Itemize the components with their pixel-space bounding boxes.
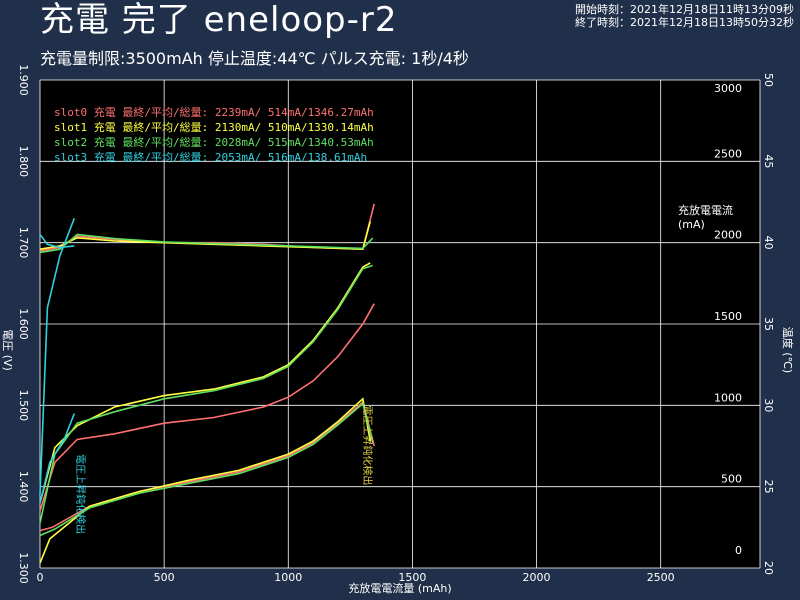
voltage-line-slot2 <box>39 264 373 524</box>
current-tick-label: 3000 <box>714 82 742 95</box>
temperature-line-slot1 <box>39 397 371 564</box>
voltage-tick-label: 1.300 <box>17 552 30 584</box>
voltage-line-slot3 <box>39 413 76 504</box>
x-tick-label: 1500 <box>398 571 426 584</box>
x-tick-label: 1000 <box>274 571 302 584</box>
end-time: 終了時刻：2021年12月18日13時50分32秒 <box>575 16 794 29</box>
current-tick-label: 500 <box>721 473 742 486</box>
temperature-line-slot2 <box>39 402 374 537</box>
x-tick-label: 0 <box>37 571 44 584</box>
current-axis-unit: (mA) <box>678 218 705 231</box>
voltage-line-slot0 <box>39 303 375 512</box>
series-layer <box>39 203 375 564</box>
temperature-tick-label: 25 <box>762 480 775 494</box>
x-axis-ticks: 0 500 1000 1500 2000 2500 <box>37 571 675 584</box>
temperature-tick-label: 50 <box>762 73 775 87</box>
temperature-line-slot0 <box>39 400 375 532</box>
current-tick-label: 1500 <box>714 310 742 323</box>
voltage-tick-label: 1.600 <box>17 308 30 340</box>
current-axis-ticks: 0 500 1000 1500 2000 2500 3000 <box>714 82 742 557</box>
temperature-axis-label: 温度 (℃) <box>781 327 795 373</box>
temperature-line-slot3 <box>39 218 76 495</box>
current-axis-label: 充放電電流 <box>678 203 733 217</box>
voltage-axis-label: 電圧 (V) <box>1 329 14 371</box>
time-block: 開始時刻：2021年12月18日11時13分09秒 終了時刻：2021年12月1… <box>575 3 794 29</box>
current-tick-label: 0 <box>735 544 742 557</box>
voltage-tick-label: 1.500 <box>17 390 30 422</box>
current-line-slot3 <box>39 234 75 249</box>
voltage-tick-label: 1.700 <box>17 227 30 259</box>
voltage-tick-label: 1.900 <box>17 64 30 96</box>
x-axis-label: 充放電電流量 (mAh) <box>348 581 451 595</box>
voltage-tick-label: 1.800 <box>17 146 30 178</box>
legend-entry-0: slot0 充電 最終/平均/総量: 2239mA/ 514mA/1346.27… <box>54 105 374 119</box>
current-tick-label: 2500 <box>714 147 742 160</box>
temperature-axis-ticks: 20 25 30 35 40 45 50 <box>762 73 775 575</box>
start-time: 開始時刻：2021年12月18日11時13分09秒 <box>575 3 794 16</box>
temperature-tick-label: 40 <box>762 236 775 250</box>
legend-entry-1: slot1 充電 最終/平均/総量: 2130mA/ 510mA/1330.14… <box>54 120 374 134</box>
page-title: 充電 完了 eneloop-r2 <box>40 0 398 40</box>
voltage-tick-label: 1.400 <box>17 471 30 503</box>
legend-entry-2: slot2 充電 最終/平均/総量: 2028mA/ 515mA/1340.53… <box>54 135 374 149</box>
temperature-tick-label: 35 <box>762 317 775 331</box>
x-tick-label: 500 <box>154 571 175 584</box>
current-line-slot2 <box>39 233 374 254</box>
legend-entry-3: slot3 充電 最終/平均/総量: 2053mA/ 516mA/138.61m… <box>54 150 367 164</box>
current-tick-label: 1000 <box>714 391 742 404</box>
temperature-tick-label: 45 <box>762 154 775 168</box>
temperature-tick-label: 20 <box>762 561 775 575</box>
detection-annotation: 電圧上昇鈍化検出 <box>74 454 87 534</box>
temperature-tick-label: 30 <box>762 398 775 412</box>
legend: slot0 充電 最終/平均/総量: 2239mA/ 514mA/1346.27… <box>54 105 374 164</box>
x-tick-label: 2000 <box>523 571 551 584</box>
settings-line: 充電量制限:3500mAh 停止温度:44℃ パルス充電: 1秒/4秒 <box>40 49 469 68</box>
x-tick-label: 2500 <box>647 571 675 584</box>
voltage-axis-ticks: 1.300 1.400 1.500 1.600 1.700 1.800 1.900 <box>17 64 30 584</box>
current-tick-label: 2000 <box>714 229 742 242</box>
detection-annotation: 電圧上昇鈍化検出 <box>361 405 374 485</box>
